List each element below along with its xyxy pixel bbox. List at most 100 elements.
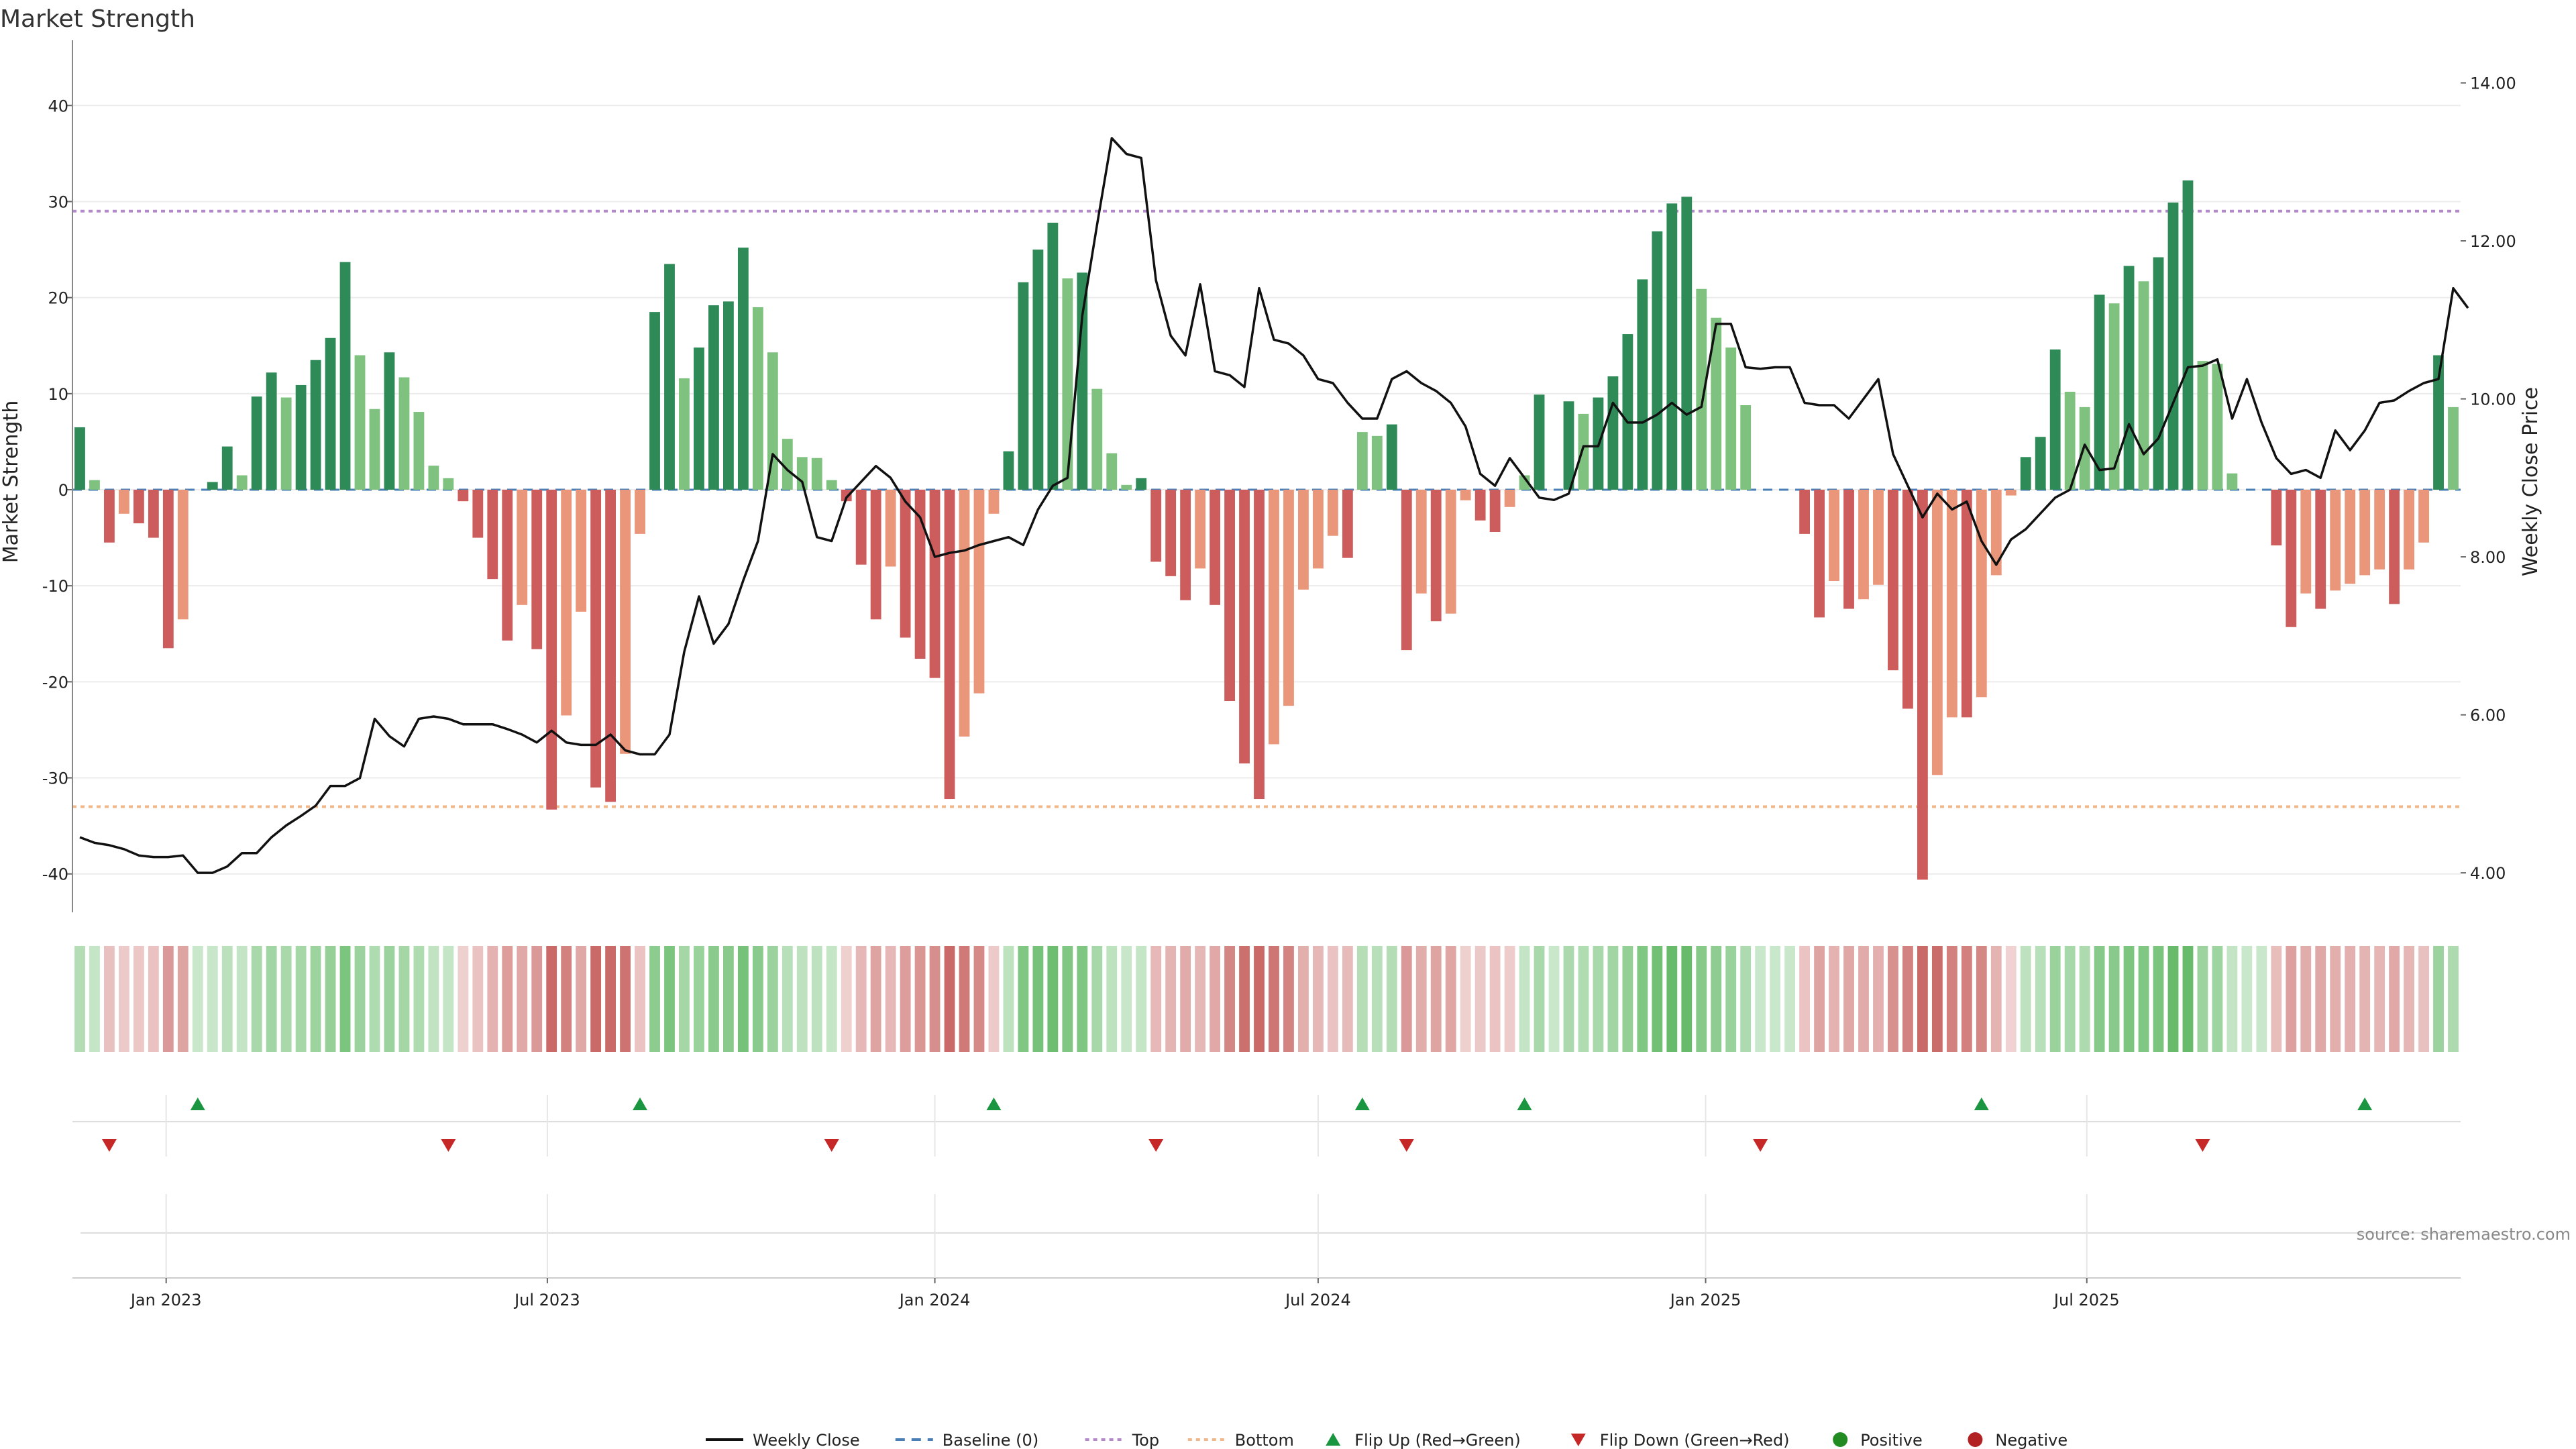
legend-swatch-negative: [1968, 1432, 1983, 1447]
y-tick-label: 40: [48, 97, 68, 115]
y2-axis-label: Weekly Close Price: [2519, 387, 2542, 576]
flip-up-marker: [986, 1097, 1002, 1110]
heatmap-cell: [74, 946, 85, 1052]
heatmap-cell: [413, 946, 425, 1052]
legend-label-negative: Negative: [1995, 1431, 2068, 1449]
y-tick-label: -30: [42, 769, 68, 788]
heatmap-cell: [752, 946, 763, 1052]
legend-label-bottom: Bottom: [1235, 1431, 1294, 1449]
strength-bar: [1917, 490, 1928, 880]
strength-bar: [487, 490, 498, 580]
strength-bar: [1445, 490, 1456, 614]
strength-bar: [1210, 490, 1220, 605]
heatmap-cell: [1814, 946, 1825, 1052]
heatmap-cell: [2241, 946, 2253, 1052]
strength-bar: [1018, 282, 1029, 490]
heatmap-cell: [722, 946, 734, 1052]
y-tick-label: 10: [48, 385, 68, 404]
flip-markers-panel: [72, 1097, 2461, 1279]
strength-bar: [796, 457, 808, 490]
strength-bar: [2300, 490, 2312, 594]
y2-tick-label: 8.00: [2470, 548, 2506, 567]
heatmap-cell: [2094, 946, 2105, 1052]
strength-bar: [2123, 266, 2135, 490]
flip-down-marker: [101, 1139, 117, 1152]
strength-bar: [2418, 490, 2429, 543]
heatmap-cell: [1165, 946, 1177, 1052]
heatmap-cell: [2049, 946, 2061, 1052]
strength-bar: [694, 347, 704, 490]
heatmap-cell: [104, 946, 115, 1052]
strength-bar: [1814, 490, 1825, 618]
y-axis-label: Market Strength: [0, 400, 23, 563]
heatmap-cell: [1210, 946, 1220, 1052]
heatmap-cell: [767, 946, 778, 1052]
heatmap-cell: [1607, 946, 1619, 1052]
strength-bar: [1519, 475, 1530, 490]
strength-bar: [2182, 180, 2194, 490]
strength-bar: [1313, 490, 1324, 569]
heatmap-cell: [369, 946, 380, 1052]
heatmap-cell: [2418, 946, 2429, 1052]
strength-bar: [2359, 490, 2371, 576]
heatmap-cell: [1032, 946, 1044, 1052]
strength-bar: [752, 307, 763, 490]
strength-bar: [1622, 334, 1633, 490]
legend: Weekly Close Baseline (0) Top Bottom Flip Up…: [706, 1431, 2068, 1449]
heatmap-cell: [280, 946, 292, 1052]
strength-bar: [517, 490, 528, 605]
heatmap-cell: [944, 946, 955, 1052]
heatmap-cell: [2167, 946, 2179, 1052]
strength-bar: [2212, 364, 2223, 490]
heatmap-cell: [988, 946, 1000, 1052]
heatmap-cell: [1946, 946, 1957, 1052]
heatmap-cell: [1873, 946, 1884, 1052]
heatmap-cell: [1784, 946, 1796, 1052]
heatmap-cell: [1593, 946, 1604, 1052]
strength-bar: [472, 490, 484, 538]
heatmap-cell: [310, 946, 321, 1052]
strength-bar: [2404, 490, 2414, 570]
strength-bar: [1239, 490, 1250, 764]
heatmap-cell: [605, 946, 616, 1052]
y-tick-label: 20: [48, 289, 68, 308]
y2-tick-label: 10.00: [2470, 390, 2516, 409]
heatmap-cell: [885, 946, 896, 1052]
heatmap-cell: [782, 946, 793, 1052]
heatmap-cell: [679, 946, 690, 1052]
flip-down-marker: [441, 1139, 456, 1152]
strength-bar: [1032, 250, 1044, 490]
heatmap-cell: [2138, 946, 2149, 1052]
strength-bar: [148, 490, 159, 538]
strength-bar: [1415, 490, 1427, 594]
strength-bar: [2094, 294, 2105, 490]
strength-bar: [1740, 405, 1752, 490]
heatmap-cell: [826, 946, 837, 1052]
heatmap-cell: [192, 946, 203, 1052]
strength-bar: [1254, 490, 1265, 800]
heatmap-cell: [694, 946, 704, 1052]
strength-bar: [207, 482, 218, 490]
legend-label-weekly-close: Weekly Close: [753, 1431, 860, 1449]
heatmap-cell: [914, 946, 926, 1052]
strength-bar: [1180, 490, 1191, 600]
heatmap-cell: [339, 946, 351, 1052]
strength-bar: [1873, 490, 1884, 585]
heatmap-cell: [1136, 946, 1147, 1052]
strength-bar: [1888, 490, 1898, 671]
heatmap-cell: [162, 946, 174, 1052]
strength-bar: [1902, 490, 1913, 709]
flip-down-marker: [1399, 1139, 1414, 1152]
strength-bar: [236, 475, 248, 490]
y2-tick-label: 6.00: [2470, 706, 2506, 725]
strength-bar: [1504, 490, 1515, 507]
strength-bars: [74, 180, 2459, 880]
strength-bar: [1725, 347, 1737, 490]
heatmap-cell: [1829, 946, 1839, 1052]
strength-bar: [576, 490, 587, 612]
heatmap-cell: [1976, 946, 1987, 1052]
strength-bar: [2448, 407, 2459, 490]
flip-down-marker: [1753, 1139, 1768, 1152]
strength-bar: [1430, 490, 1442, 622]
heatmap-cell: [1666, 946, 1678, 1052]
